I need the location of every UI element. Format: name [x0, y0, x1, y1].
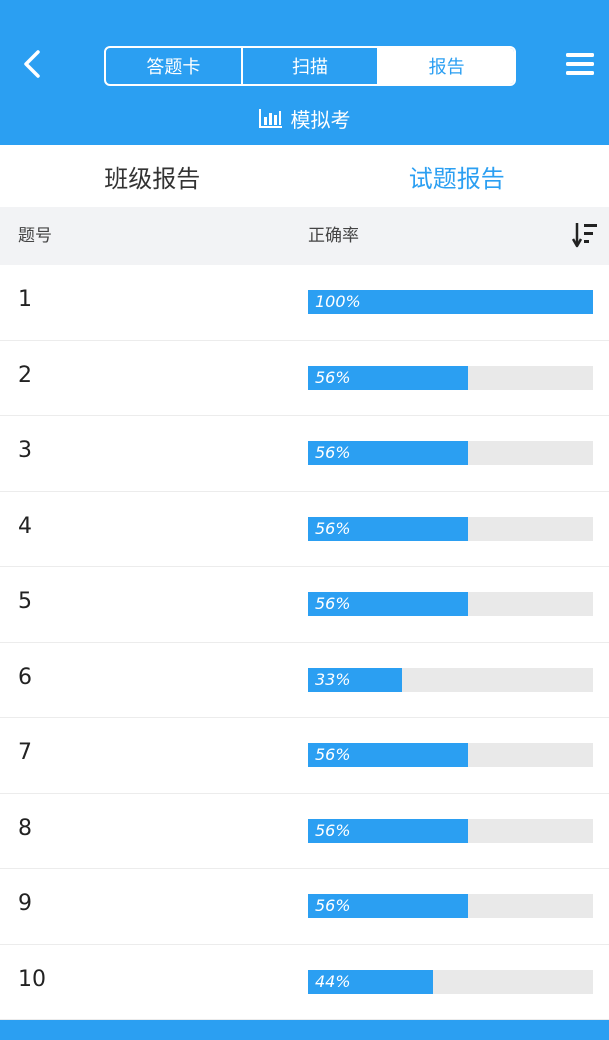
report-tabs: 班级报告 试题报告	[0, 145, 609, 211]
segment-report[interactable]: 报告	[379, 48, 514, 84]
tab-question-report-label: 试题报告	[408, 164, 505, 193]
rate-bar-track: 44%	[308, 969, 593, 994]
question-number: 2	[18, 362, 32, 388]
tab-class-report[interactable]: 班级报告	[104, 164, 201, 193]
question-number: 3	[18, 438, 32, 463]
segment-control: 答题卡 扫描 报告	[104, 46, 516, 86]
rate-bar-fill	[308, 969, 434, 994]
rate-bar-track: 56%	[308, 441, 593, 465]
tab-question-report[interactable]: 试题报告	[304, 145, 609, 211]
question-number: 6	[18, 664, 32, 690]
header-bar: 答题卡 扫描 报告 模拟考	[0, 0, 609, 145]
bar-chart-icon	[258, 108, 283, 128]
table-header: 题号 正确率	[0, 207, 609, 265]
rate-bar-track: 56%	[308, 365, 593, 390]
rate-bar-fill	[308, 894, 468, 918]
question-list: 1 100% 2 56% 3 56% 4 56% 5 56% 6 33% 7 56% 8 56% 9 56% 10 4…	[0, 265, 609, 1020]
rate-bar-track: 56%	[308, 592, 593, 616]
rate-bar-fill	[308, 290, 593, 314]
question-number: 8	[18, 815, 32, 841]
rate-bar-track: 100%	[308, 290, 593, 314]
rate-bar-fill	[308, 818, 468, 843]
rate-bar-track: 56%	[308, 894, 593, 918]
rate-label: 56%	[315, 896, 351, 915]
question-row[interactable]: 9 56%	[0, 869, 609, 945]
exam-title-text: 模拟考	[290, 107, 351, 132]
question-row[interactable]: 3 56%	[0, 416, 609, 492]
question-row[interactable]: 5 56%	[0, 567, 609, 643]
rate-label: 44%	[315, 971, 351, 991]
rate-label: 56%	[315, 443, 351, 462]
segment-scan[interactable]: 扫描	[243, 48, 380, 84]
rate-bar-track: 33%	[308, 667, 593, 692]
question-row[interactable]: 1 100%	[0, 265, 609, 341]
rate-label: 56%	[315, 745, 351, 764]
rate-bar-track: 56%	[308, 516, 593, 541]
segment-answer-card[interactable]: 答题卡	[106, 48, 243, 84]
question-number: 9	[18, 891, 32, 916]
question-row[interactable]: 10 44%	[0, 945, 609, 1020]
question-number: 5	[18, 589, 32, 614]
question-number: 1	[18, 287, 32, 312]
column-header-rate: 正确率	[308, 226, 359, 246]
question-row[interactable]: 8 56%	[0, 794, 609, 869]
rate-label: 56%	[315, 820, 351, 840]
rate-bar-fill	[308, 592, 468, 616]
rate-bar-fill	[308, 441, 468, 465]
rate-label: 100%	[315, 292, 361, 311]
back-button[interactable]	[14, 46, 50, 82]
rate-label: 56%	[315, 594, 351, 613]
rate-bar-fill	[308, 516, 468, 541]
question-row[interactable]: 7 56%	[0, 718, 609, 794]
rate-bar-fill	[308, 743, 468, 767]
rate-bar-fill	[308, 667, 403, 692]
question-number: 4	[18, 513, 32, 539]
question-row[interactable]: 4 56%	[0, 492, 609, 567]
hamburger-menu-icon	[566, 53, 594, 75]
rate-label: 56%	[315, 518, 351, 538]
question-row[interactable]: 2 56%	[0, 341, 609, 416]
sort-button[interactable]	[570, 219, 600, 251]
question-number: 10	[18, 966, 46, 992]
menu-button[interactable]	[562, 48, 598, 80]
rate-bar-track: 56%	[308, 818, 593, 843]
exam-title: 模拟考	[0, 100, 609, 136]
question-number: 7	[18, 740, 32, 765]
question-row[interactable]: 6 33%	[0, 643, 609, 718]
column-header-question: 题号	[18, 226, 52, 246]
rate-bar-track: 56%	[308, 743, 593, 767]
rate-bar-fill	[308, 365, 468, 390]
sort-descending-icon	[572, 223, 597, 248]
bottom-bar	[0, 1020, 609, 1040]
rate-label: 33%	[315, 669, 351, 689]
rate-label: 56%	[315, 367, 351, 387]
chevron-left-icon	[24, 50, 40, 78]
